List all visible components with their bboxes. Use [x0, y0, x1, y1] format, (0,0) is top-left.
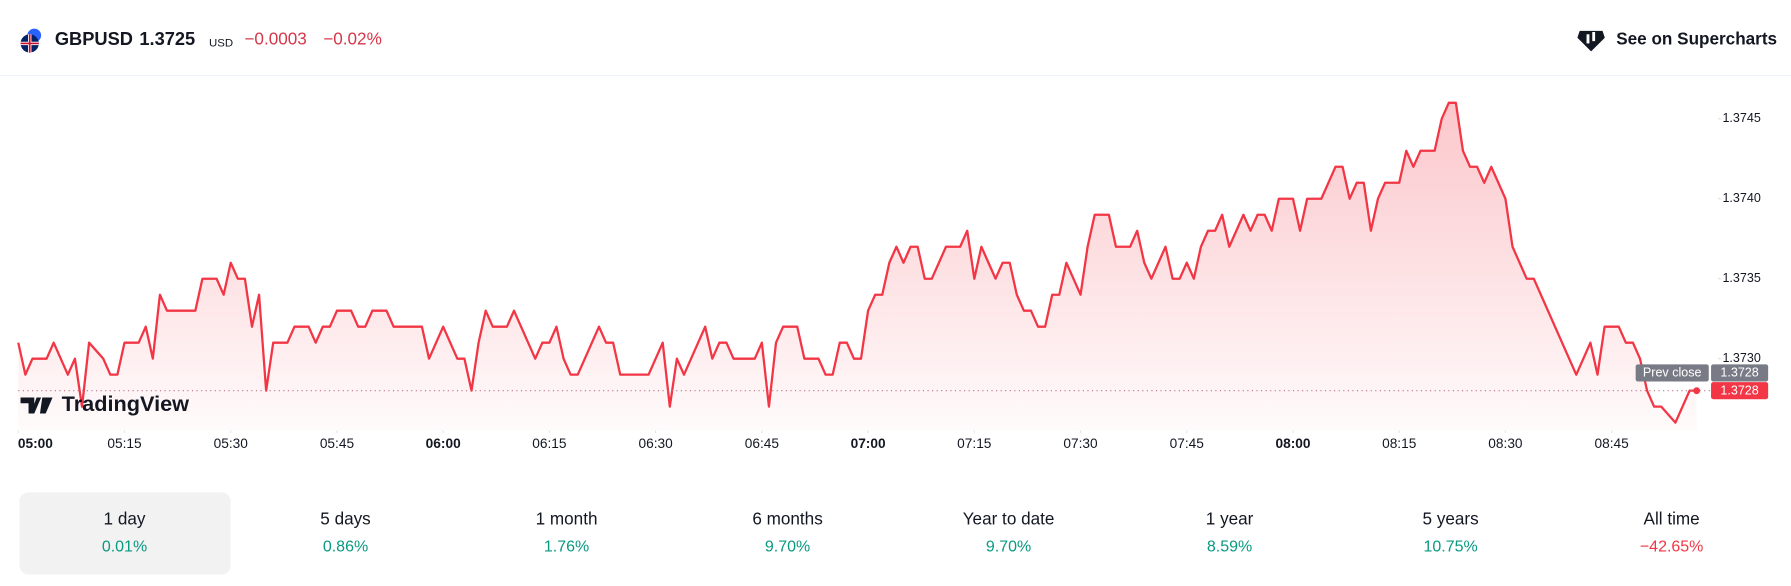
- period-tab[interactable]: 1 year 8.59%: [1206, 508, 1254, 555]
- prev-close-value-tag: [1711, 364, 1769, 382]
- last-point: [1693, 387, 1701, 395]
- period-tab[interactable]: 5 years 10.75%: [1423, 508, 1479, 555]
- area-fill: [18, 102, 1697, 431]
- price: 1.3725: [139, 28, 195, 49]
- prev-close-value: 1.3728: [1720, 365, 1758, 379]
- prev-close-label: Prev close: [1643, 365, 1702, 379]
- x-tick-label: 08:45: [1595, 436, 1630, 451]
- x-tick-label: 08:00: [1275, 436, 1310, 451]
- symbol: GBPUSD: [55, 28, 133, 49]
- period-change[interactable]: 10.75%: [1424, 538, 1478, 555]
- currency: USD: [209, 37, 233, 49]
- period-change[interactable]: 0.86%: [323, 538, 368, 555]
- logo: TradingView: [20, 391, 189, 416]
- period-tab[interactable]: 6 months 9.70%: [752, 508, 822, 555]
- link-text[interactable]: See on Supercharts: [1616, 29, 1777, 49]
- period-label[interactable]: 1 year: [1206, 508, 1254, 528]
- x-tick-label: 05:30: [214, 436, 249, 451]
- x-tick-label: 06:15: [532, 436, 567, 451]
- period-label[interactable]: Year to date: [963, 508, 1055, 528]
- period-label[interactable]: All time: [1644, 508, 1700, 528]
- y-tick-label: 1.3735: [1722, 271, 1760, 285]
- x-tick-label: 07:45: [1170, 436, 1205, 451]
- period-change[interactable]: −42.65%: [1640, 538, 1704, 555]
- header: GBPUSD 1.3725 USD −0.0003 −0.02% See on …: [0, 28, 1791, 76]
- x-tick-label: 06:30: [639, 436, 674, 451]
- period-change[interactable]: 1.76%: [544, 538, 589, 555]
- period-tab[interactable]: All time −42.65%: [1640, 508, 1704, 555]
- y-tick-label: 1.3745: [1722, 111, 1760, 125]
- period-label[interactable]: 5 years: [1423, 508, 1479, 528]
- period-change[interactable]: 0.01%: [102, 538, 147, 555]
- last-price-label: 1.3728: [1720, 384, 1758, 398]
- x-tick-label: 06:00: [426, 436, 461, 451]
- period-change[interactable]: 9.70%: [986, 538, 1031, 555]
- y-tick-label: 1.3730: [1722, 351, 1760, 365]
- x-tick-label: 07:15: [957, 436, 992, 451]
- tab-selected-bg: [19, 492, 231, 575]
- period-label[interactable]: 6 months: [752, 508, 822, 528]
- period-tab[interactable]: 1 month 1.76%: [536, 508, 598, 555]
- y-tick-label: 1.3740: [1722, 191, 1760, 205]
- period-tabs: 1 day 0.01% 5 days 0.86% 1 month 1.76% 6 month…: [19, 492, 1704, 575]
- period-label[interactable]: 1 month: [536, 508, 598, 528]
- change: −0.0003: [244, 29, 306, 49]
- x-tick-label: 05:00: [18, 436, 53, 451]
- flag-icon: [20, 28, 42, 53]
- price-line: [17, 101, 1697, 424]
- x-tick-label: 06:45: [745, 436, 780, 451]
- x-tick-label: 07:00: [851, 436, 886, 451]
- period-tab[interactable]: Year to date 9.70%: [963, 508, 1055, 555]
- chart: 1.3745 1.3740 1.3735 1.3730 05:00 05:15 05:30 0…: [17, 101, 1769, 451]
- period-tab[interactable]: 5 days 0.86%: [320, 508, 370, 555]
- supercharts-icon: [1577, 30, 1605, 52]
- x-tick-label: 05:15: [107, 436, 142, 451]
- x-tick-label: 08:30: [1488, 436, 1523, 451]
- period-tab[interactable]: 1 day 0.01%: [19, 492, 231, 575]
- logo-text: TradingView: [62, 391, 189, 416]
- last-price-tag: [1711, 382, 1769, 400]
- x-tick-label: 07:30: [1063, 436, 1098, 451]
- period-label[interactable]: 1 day: [104, 508, 146, 528]
- x-tick-label: 08:15: [1382, 436, 1417, 451]
- prev-close-tag: [1635, 364, 1709, 382]
- period-label[interactable]: 5 days: [320, 508, 370, 528]
- period-change[interactable]: 8.59%: [1207, 538, 1252, 555]
- period-change[interactable]: 9.70%: [765, 538, 810, 555]
- supercharts-link[interactable]: See on Supercharts: [1577, 29, 1777, 52]
- x-tick-label: 05:45: [320, 436, 355, 451]
- change-percent: −0.02%: [323, 29, 382, 49]
